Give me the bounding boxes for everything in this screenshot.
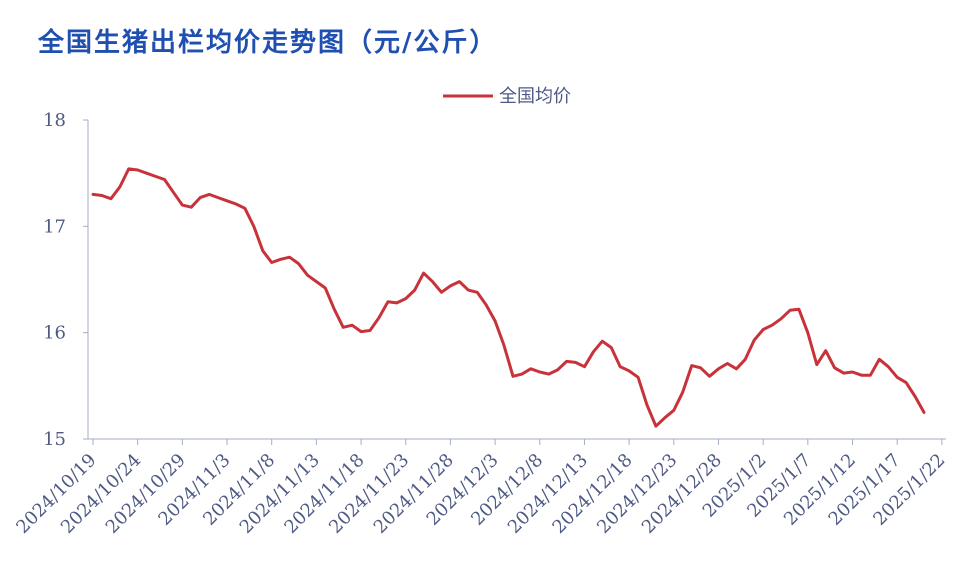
series-line-全国均价 bbox=[91, 167, 926, 428]
y-tick-label: 18 bbox=[43, 110, 66, 131]
y-tick-label: 16 bbox=[43, 323, 66, 344]
chart-title: 全国生猪出栏均价走势图（元/公斤） bbox=[38, 28, 498, 58]
legend-label: 全国均价 bbox=[499, 86, 571, 107]
y-tick-label: 17 bbox=[43, 216, 66, 237]
y-tick-label: 15 bbox=[43, 429, 66, 450]
